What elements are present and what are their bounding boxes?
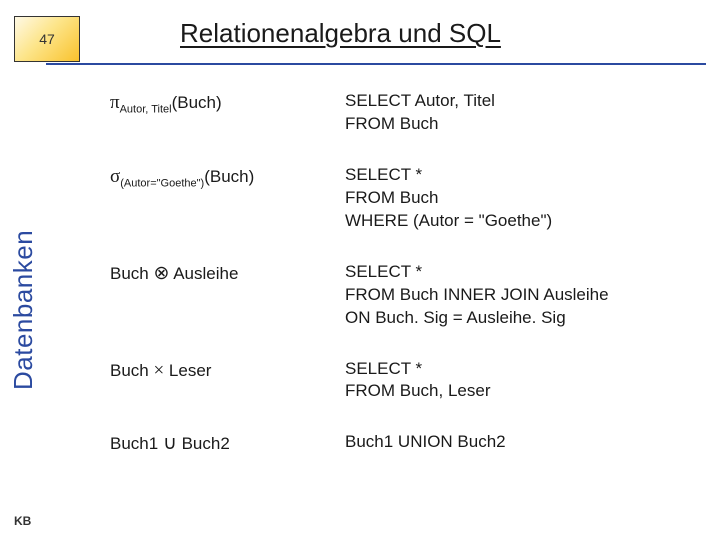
algebra-cell: πAutor, Titel(Buch) (110, 90, 345, 117)
cross-symbol: × (153, 360, 164, 381)
join-symbol: ⊗ (153, 263, 169, 284)
algebra-left: Buch (110, 361, 153, 380)
union-symbol: ∪ (163, 433, 177, 454)
title-rule (46, 63, 706, 65)
sql-cell: Buch1 UNION Buch2 (345, 431, 700, 454)
algebra-suffix: (Buch) (172, 93, 222, 112)
sql-cell: SELECT *FROM BuchWHERE (Autor = "Goethe"… (345, 164, 700, 233)
sql-cell: SELECT Autor, TitelFROM Buch (345, 90, 700, 136)
pi-symbol: π (110, 92, 120, 113)
algebra-right: Leser (164, 361, 211, 380)
table-row: πAutor, Titel(Buch) SELECT Autor, TitelF… (110, 90, 700, 136)
algebra-suffix: (Buch) (204, 167, 254, 186)
slide-number: 47 (14, 16, 80, 62)
sidebar-label: Datenbanken (8, 230, 39, 390)
page-title: Relationenalgebra und SQL (180, 18, 501, 49)
algebra-cell: Buch × Leser (110, 358, 345, 384)
footer-label: KB (14, 514, 31, 528)
algebra-right: Ausleihe (169, 264, 238, 283)
table-row: σ(Autor="Goethe")(Buch) SELECT *FROM Buc… (110, 164, 700, 233)
algebra-right: Buch2 (177, 434, 230, 453)
sigma-symbol: σ (110, 166, 120, 187)
algebra-cell: Buch ⊗ Ausleihe (110, 261, 345, 287)
table-row: Buch × Leser SELECT *FROM Buch, Leser (110, 358, 700, 404)
sql-cell: SELECT *FROM Buch INNER JOIN AusleiheON … (345, 261, 700, 330)
algebra-cell: Buch1 ∪ Buch2 (110, 431, 345, 457)
algebra-left: Buch1 (110, 434, 163, 453)
subscript: (Autor="Goethe") (120, 177, 204, 189)
algebra-left: Buch (110, 264, 153, 283)
content-table: πAutor, Titel(Buch) SELECT Autor, TitelF… (110, 90, 700, 485)
table-row: Buch1 ∪ Buch2 Buch1 UNION Buch2 (110, 431, 700, 457)
table-row: Buch ⊗ Ausleihe SELECT *FROM Buch INNER … (110, 261, 700, 330)
subscript: Autor, Titel (120, 103, 172, 115)
algebra-cell: σ(Autor="Goethe")(Buch) (110, 164, 345, 191)
sql-cell: SELECT *FROM Buch, Leser (345, 358, 700, 404)
